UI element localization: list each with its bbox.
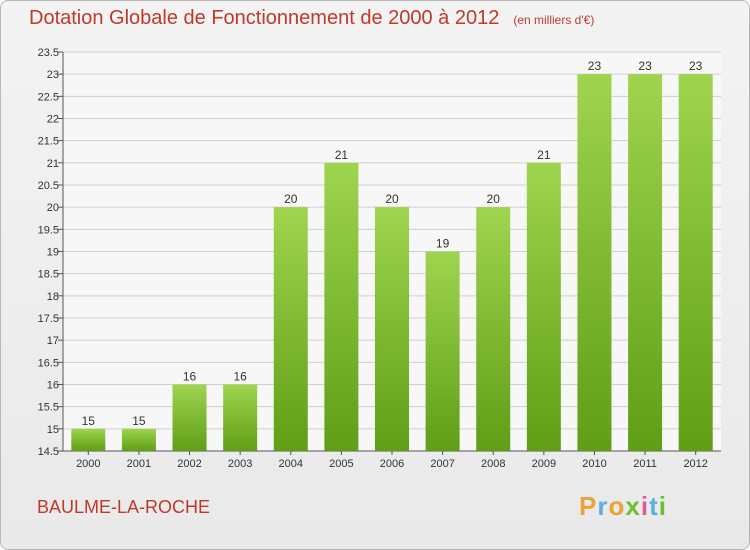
x-tick-label: 2011 xyxy=(633,458,657,470)
y-tick-label: 20 xyxy=(47,202,59,214)
y-tick-label: 19 xyxy=(47,247,59,259)
logo-letter: x xyxy=(625,491,641,521)
x-tick-label: 2006 xyxy=(380,458,404,470)
y-tick-label: 16.5 xyxy=(38,357,59,369)
bar-value-label: 23 xyxy=(588,59,602,73)
y-tick-label: 20.5 xyxy=(38,180,59,192)
chart-title-text: Dotation Globale de Fonctionnement de 20… xyxy=(29,7,500,29)
y-tick-label: 21 xyxy=(47,158,59,170)
bar-2000 xyxy=(71,428,106,451)
x-tick-label: 2007 xyxy=(430,458,454,470)
bar-value-label: 20 xyxy=(385,192,399,206)
bar-value-label: 20 xyxy=(284,192,298,206)
y-tick-label: 21.5 xyxy=(38,136,59,148)
y-tick-label: 14.5 xyxy=(38,446,59,458)
y-tick-label: 22.5 xyxy=(38,91,59,103)
bar-2006 xyxy=(375,207,409,451)
bar-value-label: 15 xyxy=(82,414,96,428)
logo-letter: o xyxy=(608,491,626,521)
commune-name: BAULME-LA-ROCHE xyxy=(37,497,211,517)
y-tick-label: 17.5 xyxy=(38,313,59,325)
bar-value-label: 21 xyxy=(537,148,551,162)
bar-2007 xyxy=(425,251,460,451)
x-tick-label: 2004 xyxy=(279,458,303,470)
bar-value-label: 23 xyxy=(689,59,703,73)
bar-value-label: 19 xyxy=(436,237,450,251)
x-tick-label: 2003 xyxy=(228,458,252,470)
bar-value-label: 15 xyxy=(132,414,146,428)
logo-letter: t xyxy=(649,491,659,521)
bar-value-label: 16 xyxy=(233,370,247,384)
bar-2008 xyxy=(476,207,511,451)
chart-title: Dotation Globale de Fonctionnement de 20… xyxy=(29,7,594,30)
bar-2001 xyxy=(121,428,156,451)
bar-2002 xyxy=(172,384,207,451)
x-tick-label: 2000 xyxy=(76,458,100,470)
y-tick-label: 18.5 xyxy=(38,269,59,281)
logo-letter: i xyxy=(658,491,667,521)
x-tick-label: 2002 xyxy=(177,458,201,470)
y-tick-label: 17 xyxy=(47,335,59,347)
y-tick-label: 23 xyxy=(47,69,59,81)
proxiti-logo: Proxiti xyxy=(579,491,667,522)
bar-value-label: 23 xyxy=(638,59,652,73)
bar-value-label: 20 xyxy=(487,192,501,206)
bar-2012 xyxy=(678,74,713,452)
y-tick-label: 16 xyxy=(47,380,59,392)
logo-letter: i xyxy=(640,491,650,521)
x-tick-label: 2008 xyxy=(481,458,505,470)
bar-2009 xyxy=(526,162,561,452)
y-tick-label: 19.5 xyxy=(38,224,59,236)
bar-2011 xyxy=(628,74,663,452)
x-tick-label: 2009 xyxy=(532,458,556,470)
chart-subtitle: (en milliers d'€) xyxy=(513,13,595,27)
y-tick-label: 18 xyxy=(47,291,59,303)
y-tick-label: 15 xyxy=(47,424,59,436)
x-tick-label: 2012 xyxy=(683,458,707,470)
bar-2003 xyxy=(223,384,258,451)
y-tick-label: 22 xyxy=(47,114,59,126)
x-tick-label: 2005 xyxy=(329,458,353,470)
y-tick-label: 23.5 xyxy=(38,47,59,59)
logo-letter: r xyxy=(597,491,609,521)
y-tick-label: 15.5 xyxy=(38,402,59,414)
bar-2005 xyxy=(324,162,359,452)
logo-letter: P xyxy=(579,491,598,521)
x-tick-label: 2010 xyxy=(582,458,606,470)
x-tick-label: 2001 xyxy=(127,458,151,470)
bar-2004 xyxy=(273,207,308,451)
bar-value-label: 21 xyxy=(335,148,349,162)
bar-value-label: 16 xyxy=(183,370,197,384)
bar-2010 xyxy=(577,74,612,452)
